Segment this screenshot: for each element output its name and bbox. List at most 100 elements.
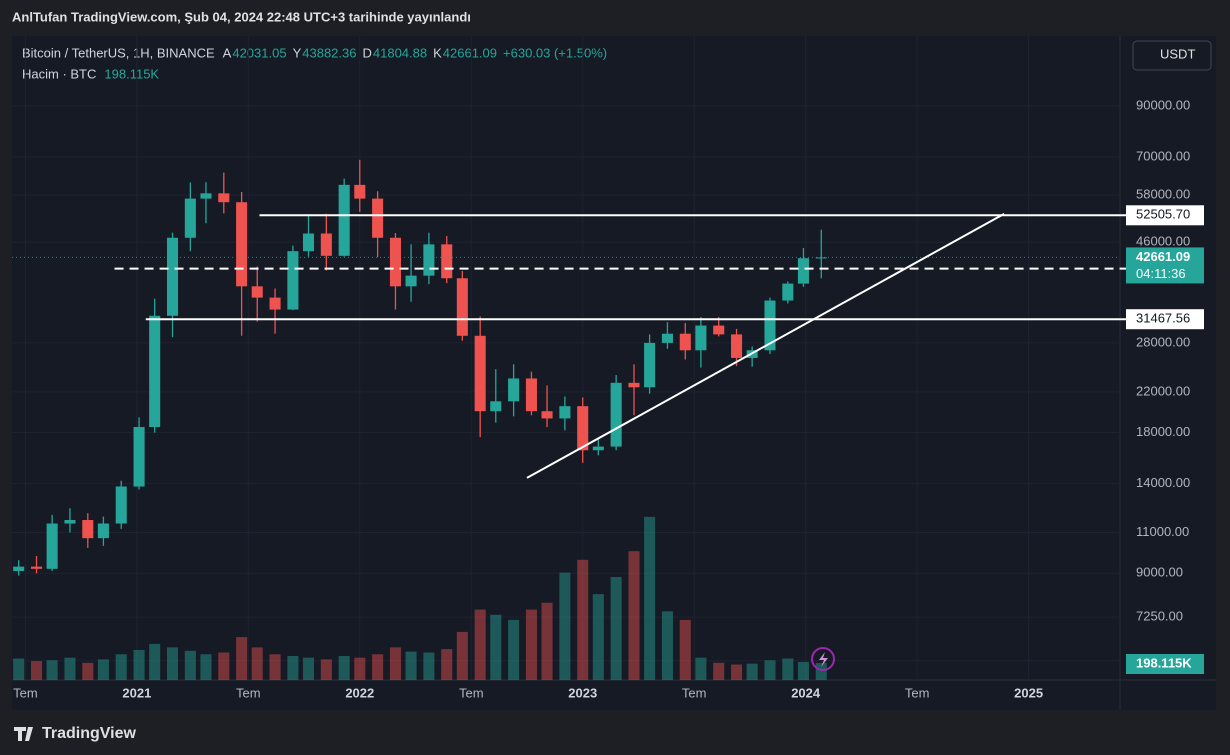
candle-body xyxy=(764,300,776,351)
x-tick-label: 2022 xyxy=(345,685,374,700)
x-tick-label: Tem xyxy=(13,685,38,700)
volume-bar xyxy=(184,650,196,680)
volume-bar xyxy=(764,660,776,680)
candle-body xyxy=(610,382,622,447)
legend-text: A xyxy=(223,45,232,60)
volume-bar xyxy=(474,609,486,680)
y-tick-label: 18000.00 xyxy=(1136,424,1190,439)
y-tick-label: 11000.00 xyxy=(1136,524,1189,539)
volume-bar xyxy=(200,654,212,680)
volume-bar xyxy=(713,662,725,680)
alert-icon[interactable] xyxy=(811,647,835,671)
volume-bar xyxy=(441,649,453,680)
candle-body xyxy=(577,406,589,451)
volume-bar xyxy=(133,649,145,680)
candle-body xyxy=(508,378,520,402)
y-tick-label: 22000.00 xyxy=(1136,383,1190,398)
candle-body xyxy=(713,325,725,335)
x-tick-label: 2021 xyxy=(122,685,151,700)
volume-bar xyxy=(46,660,58,680)
legend-text: 41804.88 xyxy=(373,45,427,60)
candle-body xyxy=(679,333,691,351)
legend: Bitcoin / TetherUS, 1H, BINANCE A 42031.05… xyxy=(22,45,607,81)
candle-body xyxy=(302,233,315,252)
volume-bar xyxy=(628,551,640,680)
volume-bar xyxy=(746,663,758,680)
volume-bar xyxy=(320,659,332,680)
volume-bar xyxy=(695,657,707,680)
candle-body xyxy=(559,406,571,419)
volume-bar xyxy=(405,651,417,680)
x-tick-label: Tem xyxy=(905,685,930,700)
candle-body xyxy=(166,237,179,316)
volume-bar xyxy=(82,662,94,680)
volume-bar xyxy=(456,631,468,680)
volume-bar xyxy=(577,559,589,680)
volume-bar xyxy=(679,619,691,680)
volume-bar xyxy=(610,576,622,680)
candle-body xyxy=(30,566,43,569)
footer xyxy=(0,712,1230,755)
volume-bar xyxy=(661,611,673,680)
candle-body xyxy=(97,523,109,539)
volume-bar xyxy=(64,657,76,680)
legend-text: 42031.05 xyxy=(232,45,286,60)
candle-body xyxy=(82,520,94,539)
x-tick-label: Tem xyxy=(682,685,707,700)
y-tick-label: 70000.00 xyxy=(1136,148,1190,163)
legend-text: Bitcoin / TetherUS, 1H, BINANCE xyxy=(22,45,215,60)
volume-bar xyxy=(269,654,281,680)
volume-bar xyxy=(423,652,435,680)
volume-bar xyxy=(236,637,248,680)
candle-body xyxy=(46,523,58,569)
brand-logo xyxy=(14,727,33,741)
y-tick-label: 28000.00 xyxy=(1136,334,1190,349)
candle-body xyxy=(628,382,640,388)
volume-bar xyxy=(490,614,502,680)
currency-button[interactable] xyxy=(1132,40,1212,71)
candle-body xyxy=(236,202,248,287)
candle-body xyxy=(149,315,161,428)
y-tick-label: 46000.00 xyxy=(1136,234,1190,249)
volume-bar xyxy=(815,662,827,680)
x-tick-label: Tem xyxy=(459,685,484,700)
candle-body xyxy=(200,193,212,199)
candle-body xyxy=(287,251,299,310)
volume-bar xyxy=(149,643,161,680)
candle-body xyxy=(389,237,401,287)
volume-bar xyxy=(525,609,537,680)
x-tick-label: 2024 xyxy=(791,685,821,700)
legend-text: 198.115K xyxy=(104,66,159,81)
candle-body xyxy=(695,325,707,351)
volume-bar xyxy=(559,572,571,680)
legend-text: D xyxy=(362,45,371,60)
currency: USDT xyxy=(1160,46,1195,61)
candle-body xyxy=(456,278,468,336)
candle-body xyxy=(184,198,196,238)
candle-body xyxy=(644,342,656,388)
candle-body xyxy=(269,297,281,310)
alert-icon-bolt xyxy=(819,652,828,667)
volume-bar xyxy=(354,657,366,680)
candle-body xyxy=(13,566,25,572)
level-label: 52505.70 xyxy=(1136,207,1190,222)
volume-bar xyxy=(251,647,263,680)
volume-label: 198.115K xyxy=(1136,655,1192,670)
candle-body xyxy=(423,244,435,276)
y-tick-label: 7250.00 xyxy=(1136,609,1183,624)
volume-bar xyxy=(97,659,109,680)
legend-text: Y xyxy=(293,45,302,60)
volume-bar xyxy=(302,657,315,680)
candle-body xyxy=(338,184,350,256)
volume-bar xyxy=(30,661,43,680)
last-price-label: 42661.09 xyxy=(1136,249,1190,264)
candle-body xyxy=(541,411,553,419)
volume-bar xyxy=(731,664,743,680)
candle-body xyxy=(405,275,417,287)
y-tick-label: 90000.00 xyxy=(1136,97,1190,112)
legend-text: K xyxy=(433,45,442,60)
candle-body xyxy=(490,401,502,412)
volume-box xyxy=(1126,654,1204,674)
volume-bar xyxy=(13,658,25,680)
candle-body xyxy=(782,283,794,301)
